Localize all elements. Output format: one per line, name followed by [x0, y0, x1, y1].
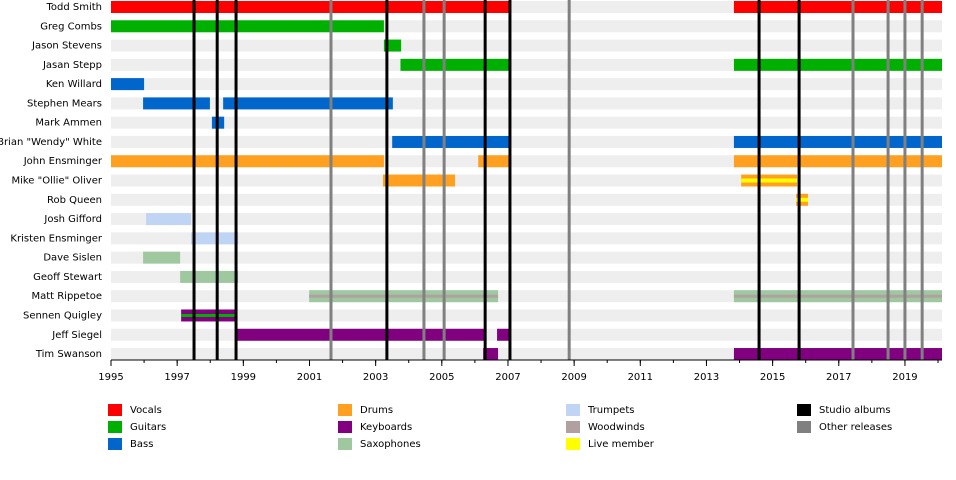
member-bar — [180, 270, 239, 283]
member-label: Mark Ammen — [35, 118, 102, 129]
member-bar — [733, 155, 942, 168]
legend-label: Keyboards — [360, 422, 412, 433]
member-bar — [143, 97, 210, 110]
legend-swatch — [566, 421, 580, 433]
x-tick-label: 2007 — [495, 372, 520, 383]
bar-stripe — [733, 294, 942, 298]
row-band — [111, 58, 942, 71]
member-bar — [382, 174, 456, 187]
legend-swatch — [797, 404, 811, 416]
member-label: Jasan Stepp — [42, 60, 102, 71]
member-label: Jeff Siegel — [51, 330, 102, 341]
member-label: Matt Rippetoe — [31, 291, 102, 302]
x-tick-label: 2017 — [826, 372, 851, 383]
member-label: Tim Swanson — [35, 349, 102, 360]
member-label: Kristen Ensminger — [10, 233, 102, 244]
member-bar — [733, 348, 942, 361]
row-band — [111, 39, 942, 52]
x-tick-label: 1999 — [231, 372, 256, 383]
member-label: Brian "Wendy" White — [0, 137, 102, 148]
member-label: Sennen Quigley — [23, 310, 102, 321]
legend-swatch — [108, 404, 122, 416]
member-bar — [497, 328, 510, 341]
member-bar — [223, 97, 393, 110]
legend-swatch — [108, 438, 122, 450]
x-tick-label: 2013 — [694, 372, 719, 383]
member-label: Josh Gifford — [43, 214, 102, 225]
legend-label: Woodwinds — [588, 422, 645, 433]
x-tick-label: 2001 — [297, 372, 322, 383]
x-tick-label: 2015 — [760, 372, 785, 383]
legend-label: Other releases — [819, 422, 892, 433]
bar-stripe — [796, 197, 809, 202]
x-tick-label: 2019 — [892, 372, 917, 383]
member-bar — [733, 1, 942, 13]
legend-label: Studio albums — [819, 405, 891, 416]
legend-swatch — [797, 421, 811, 433]
legend-swatch — [108, 421, 122, 433]
row-band — [111, 270, 942, 283]
row-band — [111, 309, 942, 322]
x-tick-label: 2003 — [363, 372, 388, 383]
legend-swatch — [566, 438, 580, 450]
bar-stripe — [181, 313, 237, 317]
legend-swatch — [566, 404, 580, 416]
member-label: Stephen Mears — [27, 98, 102, 109]
row-band — [111, 193, 942, 206]
member-label: John Ensminger — [23, 156, 103, 167]
x-tick-label: 2011 — [628, 372, 653, 383]
x-tick-label: 1995 — [98, 372, 123, 383]
member-label: Greg Combs — [40, 21, 102, 32]
row-band — [111, 174, 942, 187]
member-bar — [111, 78, 145, 91]
legend-label: Bass — [130, 439, 153, 450]
member-bar — [478, 155, 510, 168]
member-bar — [483, 348, 499, 361]
member-bar — [191, 232, 239, 245]
member-bar — [400, 58, 510, 71]
legend-swatch — [338, 438, 352, 450]
legend-label: Drums — [360, 405, 393, 416]
member-bar — [146, 213, 192, 226]
row-band — [111, 116, 942, 129]
member-bar — [733, 135, 942, 148]
member-label: Geoff Stewart — [33, 272, 102, 283]
row-band — [111, 251, 942, 264]
member-bar — [143, 251, 181, 264]
row-band — [111, 20, 942, 33]
member-bar — [111, 1, 510, 13]
bar-stripe — [741, 178, 798, 183]
legend-label: Vocals — [130, 405, 162, 416]
legend-label: Live member — [588, 439, 655, 450]
member-bar — [392, 135, 510, 148]
member-bar — [111, 155, 384, 168]
member-bar — [236, 328, 485, 341]
row-band — [111, 232, 942, 245]
member-label: Jason Stevens — [31, 41, 102, 52]
legend-swatch — [338, 404, 352, 416]
legend-label: Trumpets — [587, 405, 634, 416]
member-label: Dave Sislen — [43, 253, 102, 264]
row-band — [111, 78, 942, 91]
member-label: Mike "Ollie" Oliver — [11, 176, 102, 187]
row-band — [111, 213, 942, 226]
member-label: Rob Queen — [47, 195, 102, 206]
member-bar — [733, 58, 942, 71]
x-tick-label: 2005 — [429, 372, 454, 383]
member-bar — [111, 20, 384, 33]
x-tick-label: 1997 — [164, 372, 189, 383]
bar-stripe — [309, 294, 499, 298]
legend-label: Guitars — [130, 422, 166, 433]
x-tick-label: 2009 — [561, 372, 586, 383]
member-label: Ken Willard — [46, 79, 102, 90]
legend-label: Saxophones — [360, 439, 421, 450]
member-label: Todd Smith — [45, 2, 102, 13]
legend-swatch — [338, 421, 352, 433]
